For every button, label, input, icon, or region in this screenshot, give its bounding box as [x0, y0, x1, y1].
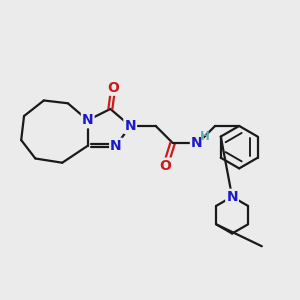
Text: N: N: [124, 119, 136, 133]
Text: H: H: [200, 130, 209, 143]
Text: O: O: [160, 159, 172, 172]
Text: O: O: [107, 81, 119, 95]
Text: N: N: [110, 139, 122, 153]
Text: N: N: [82, 113, 94, 127]
Text: N: N: [226, 190, 238, 204]
Text: N: N: [191, 136, 203, 150]
